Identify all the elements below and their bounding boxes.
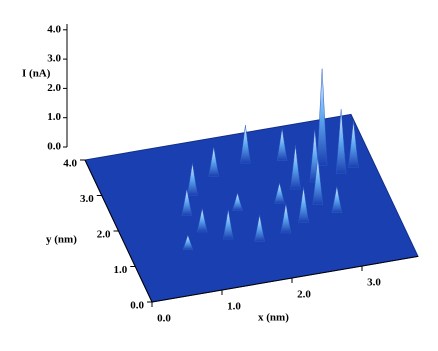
surface-peak: [312, 157, 324, 205]
x-tick-label: 1.0: [227, 301, 241, 313]
z-tick-label: 2.0: [47, 82, 61, 94]
surface-peak: [348, 120, 359, 168]
y-tick-label: 4.0: [63, 158, 77, 170]
x-tick-label: 0.0: [157, 313, 171, 325]
surface-plane: [84, 113, 419, 303]
surface-peak: [274, 182, 285, 204]
surface-peak: [290, 145, 301, 190]
surface-peak: [280, 203, 292, 234]
surface-peak: [331, 186, 343, 213]
surface-peak: [232, 192, 243, 211]
z-tick-label: 4.0: [47, 23, 61, 35]
y-axis-label: y (nm): [46, 234, 77, 246]
surface-peak: [298, 187, 309, 223]
surface-peak: [222, 209, 234, 240]
z-tick-label: 1.0: [47, 111, 61, 123]
surface-peak: [196, 208, 208, 233]
surface-peak: [335, 109, 347, 174]
surface-peak: [240, 125, 251, 164]
x-tick-label: 2.0: [297, 289, 311, 301]
z-axis-label: I (nA): [22, 68, 51, 80]
surface-peak: [254, 214, 265, 242]
x-tick-label: 3.0: [367, 277, 381, 289]
surface-peak: [187, 163, 198, 196]
x-axis: [151, 255, 419, 303]
surface-peak: [276, 128, 288, 161]
surface-peak: [182, 234, 194, 251]
y-tick-label: 1.0: [114, 264, 128, 276]
surface-peak: [316, 68, 328, 166]
y-tick-label: 0.0: [130, 300, 144, 312]
surface-peak: [208, 146, 220, 177]
y-tick-label: 2.0: [97, 229, 111, 241]
z-tick-label: 3.0: [47, 53, 61, 65]
z-tick-label: 0.0: [47, 141, 61, 153]
surface-peak: [181, 189, 193, 216]
x-axis-label: x (nm): [258, 312, 289, 324]
y-tick-label: 3.0: [80, 193, 94, 205]
